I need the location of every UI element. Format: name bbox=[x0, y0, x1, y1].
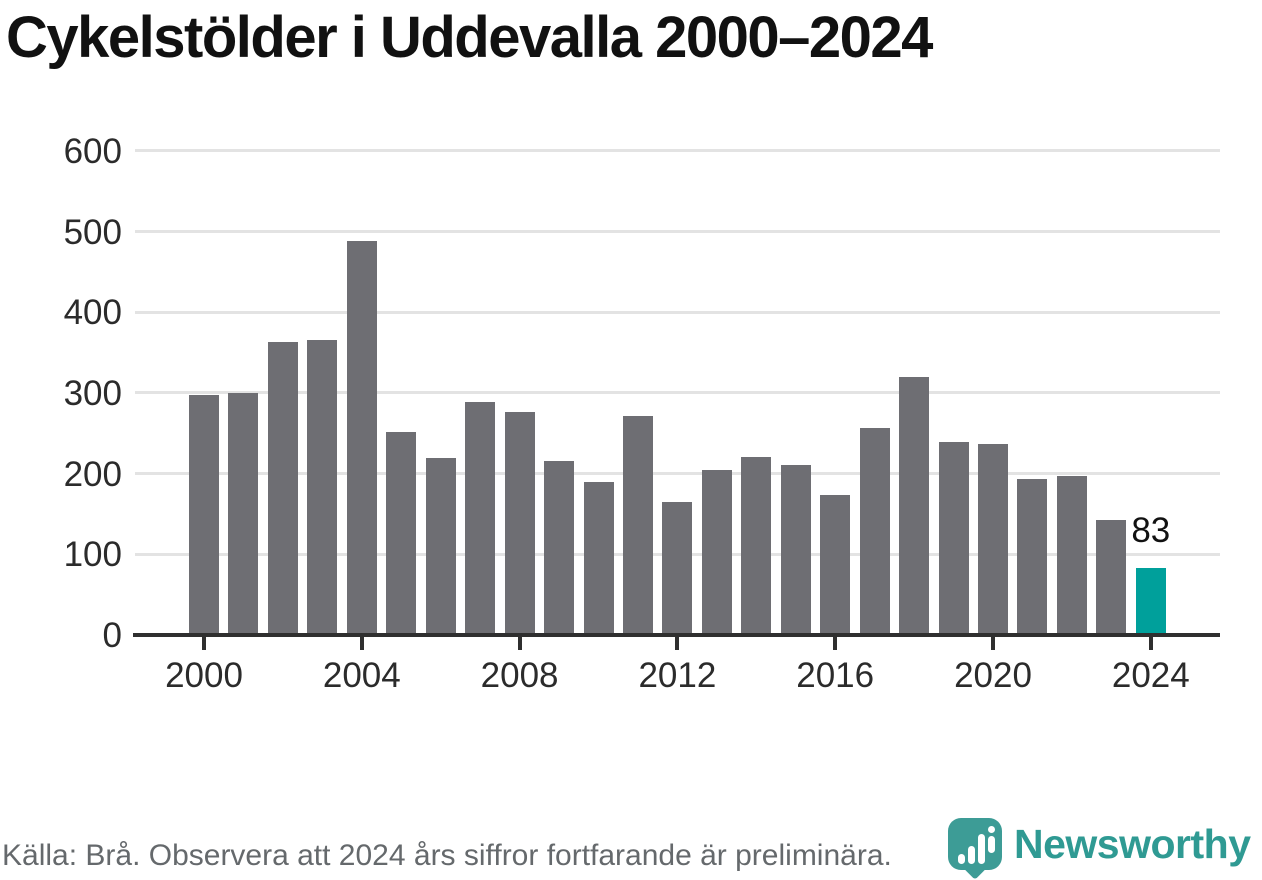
x-axis-tick-label-2008: 2008 bbox=[480, 656, 559, 695]
bar-2011 bbox=[622, 416, 653, 635]
bar-2021 bbox=[1017, 478, 1048, 635]
bar-2001 bbox=[228, 392, 259, 635]
bar-2023 bbox=[1096, 519, 1127, 635]
gridline-y-200 bbox=[135, 472, 1220, 476]
bar-2017 bbox=[859, 428, 890, 635]
bar-2019 bbox=[938, 442, 969, 635]
gridline-y-400 bbox=[135, 310, 1220, 314]
logo-bar-small bbox=[958, 854, 965, 864]
bar-2000 bbox=[189, 394, 219, 635]
x-axis-tick-label-2000: 2000 bbox=[165, 656, 243, 695]
logo-dot-icon bbox=[988, 826, 995, 833]
bar-2024 bbox=[1135, 568, 1166, 635]
bar-2020 bbox=[978, 443, 1008, 635]
bar-2012 bbox=[662, 501, 693, 635]
x-axis-tick-label-2024: 2024 bbox=[1111, 656, 1190, 695]
y-axis-tick-label-200: 200 bbox=[63, 454, 122, 494]
source-note: Källa: Brå. Observera att 2024 års siffr… bbox=[2, 839, 892, 872]
x-axis-tick-label-2012: 2012 bbox=[638, 656, 717, 695]
x-axis-tick-2008 bbox=[517, 637, 522, 650]
bar-2004 bbox=[346, 240, 377, 635]
bar-2016 bbox=[820, 494, 851, 635]
bar-2018 bbox=[899, 376, 930, 635]
bar-2010 bbox=[583, 481, 614, 635]
newsworthy-pin-barchart-icon bbox=[948, 818, 1002, 870]
chart-title: Cykelstölder i Uddevalla 2000–2024 bbox=[6, 5, 933, 70]
x-axis-tick-label-2020: 2020 bbox=[954, 656, 1032, 695]
bar-2022 bbox=[1056, 476, 1087, 635]
logo-exclamation-bar bbox=[988, 836, 995, 853]
value-label-2024: 83 bbox=[1131, 511, 1171, 551]
x-axis-tick-2024 bbox=[1148, 637, 1153, 650]
y-axis-tick-label-300: 300 bbox=[63, 373, 122, 413]
y-axis-tick-label-500: 500 bbox=[63, 212, 122, 252]
gridline-y-600 bbox=[135, 149, 1220, 153]
bar-2015 bbox=[780, 464, 811, 635]
x-axis-tick-label-2016: 2016 bbox=[796, 656, 875, 695]
bar-2008 bbox=[504, 411, 535, 635]
gridline-y-500 bbox=[135, 230, 1220, 234]
y-axis-tick-label-0: 0 bbox=[102, 616, 122, 655]
logo-bar-medium bbox=[968, 846, 975, 864]
bar-2005 bbox=[386, 431, 417, 635]
bar-2002 bbox=[267, 342, 298, 635]
x-axis-tick-2012 bbox=[675, 637, 680, 650]
y-axis-tick-label-600: 600 bbox=[63, 131, 122, 171]
newsworthy-wordmark: Newsworthy bbox=[1014, 821, 1251, 867]
x-axis-tick-2020 bbox=[991, 637, 995, 650]
y-axis-tick-label-100: 100 bbox=[63, 535, 122, 575]
logo-mini-barchart bbox=[958, 826, 996, 864]
gridline-y-300 bbox=[135, 391, 1220, 395]
logo-bar-tall bbox=[978, 834, 985, 864]
x-axis-tick-2004 bbox=[359, 637, 364, 650]
bar-2003 bbox=[307, 339, 338, 635]
bar-2009 bbox=[544, 460, 575, 635]
bar-2014 bbox=[741, 456, 772, 635]
bar-2007 bbox=[465, 401, 496, 635]
x-axis-line bbox=[133, 633, 1220, 637]
x-axis-tick-2016 bbox=[833, 637, 838, 650]
bar-2006 bbox=[425, 457, 456, 635]
x-axis-tick-2000 bbox=[202, 637, 206, 650]
bar-2013 bbox=[701, 470, 732, 635]
y-axis-tick-label-400: 400 bbox=[63, 293, 122, 333]
logo-exclamation bbox=[988, 826, 995, 864]
x-axis-tick-label-2004: 2004 bbox=[322, 656, 401, 695]
